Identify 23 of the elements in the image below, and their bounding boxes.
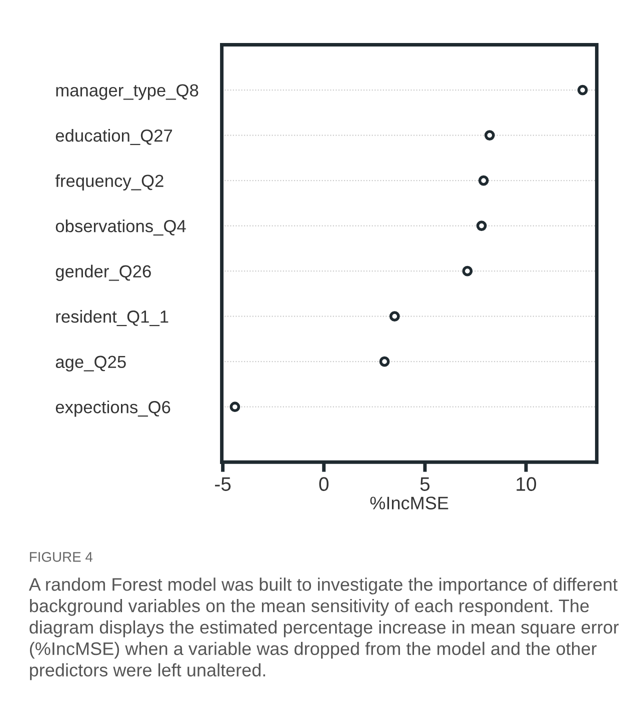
point bbox=[462, 266, 473, 276]
point bbox=[379, 356, 390, 367]
caption: FIGURE 4 bbox=[30, 552, 92, 562]
y-tick-label: frequency_Q2 bbox=[55, 174, 164, 190]
text: A random Forest model was built to investigate the importance of different background variables on the mean sensitivity of each respondent. The diagram displays the estimated percentage increase in mean square error (%IncMSE) when a variable was dropped from the model and the other predictors were left unaltered. bbox=[28, 578, 619, 680]
y-tick-label: expections_Q6 bbox=[56, 400, 170, 417]
x-tick-label: -5 bbox=[215, 477, 231, 491]
point bbox=[476, 220, 487, 232]
point bbox=[484, 130, 495, 140]
x-tick-label: 0 bbox=[319, 477, 329, 491]
y-tick-label: gender_Q26 bbox=[56, 264, 151, 281]
y-tick-label: age_Q25 bbox=[56, 356, 126, 372]
x-tick-label: 5 bbox=[420, 477, 430, 491]
point bbox=[577, 84, 588, 96]
x-tick-label: 10 bbox=[516, 477, 536, 491]
point bbox=[478, 175, 489, 186]
x-axis-title: %IncMSE bbox=[370, 496, 448, 510]
point bbox=[389, 311, 400, 322]
y-tick-label: resident_Q1_1 bbox=[56, 310, 168, 326]
y-tick-label: manager_type_Q8 bbox=[56, 84, 198, 100]
y-tick-label: observations_Q4 bbox=[56, 220, 186, 236]
point bbox=[230, 402, 240, 412]
y-tick-label: education_Q27 bbox=[56, 128, 172, 146]
